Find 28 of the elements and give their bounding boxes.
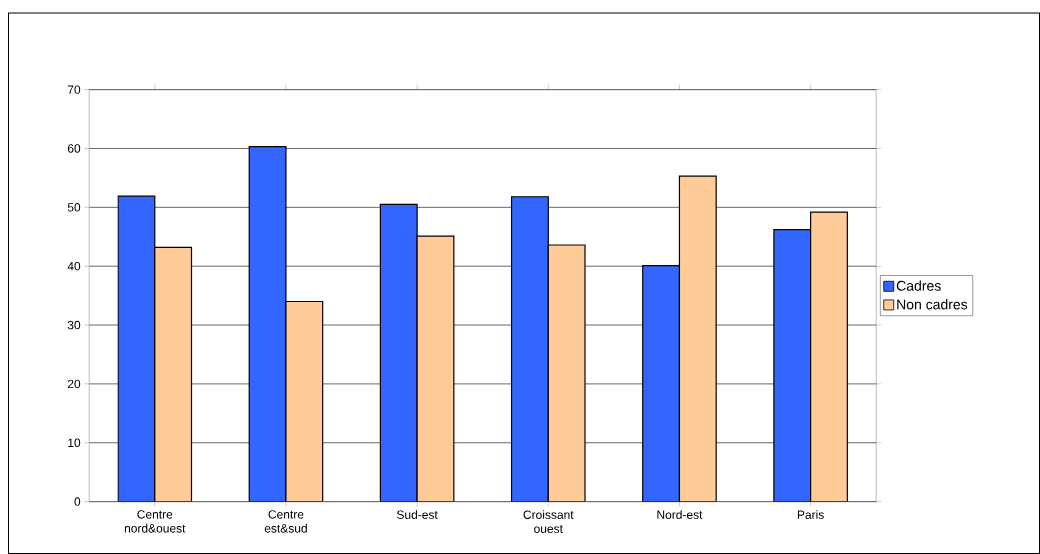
legend-label: Non cadres: [897, 299, 968, 310]
y-tick-label: 60: [67, 144, 81, 153]
bar: [379, 203, 418, 502]
bar: [285, 300, 324, 502]
x-tick-label: Nord-est: [657, 510, 703, 519]
y-tick-label: 10: [68, 438, 81, 447]
legend-label: Cadres: [896, 280, 941, 291]
x-tick-label: Centre nord&ouest: [124, 510, 186, 533]
y-tick-label: 0: [74, 497, 81, 506]
bar: [510, 196, 549, 502]
bar: [117, 195, 156, 502]
y-tick-label: 50: [67, 203, 81, 212]
x-tick-label: Sud-est: [396, 510, 438, 519]
bar: [810, 211, 848, 502]
x-tick-label: Paris: [797, 510, 824, 519]
y-tick-label: 70: [67, 85, 81, 94]
bar: [154, 246, 193, 502]
y-tick-label: 20: [67, 379, 81, 389]
y-tick-label: 40: [67, 261, 81, 271]
bar: [416, 235, 455, 502]
bar: [642, 265, 681, 502]
y-tick-label: 30: [67, 320, 81, 330]
bar: [547, 244, 586, 502]
bar: [248, 146, 287, 502]
x-tick-label: Croissant ouest: [523, 510, 574, 533]
bar: [773, 229, 812, 502]
bar: [678, 175, 717, 502]
x-tick-label: Centre est&sud: [264, 510, 307, 533]
